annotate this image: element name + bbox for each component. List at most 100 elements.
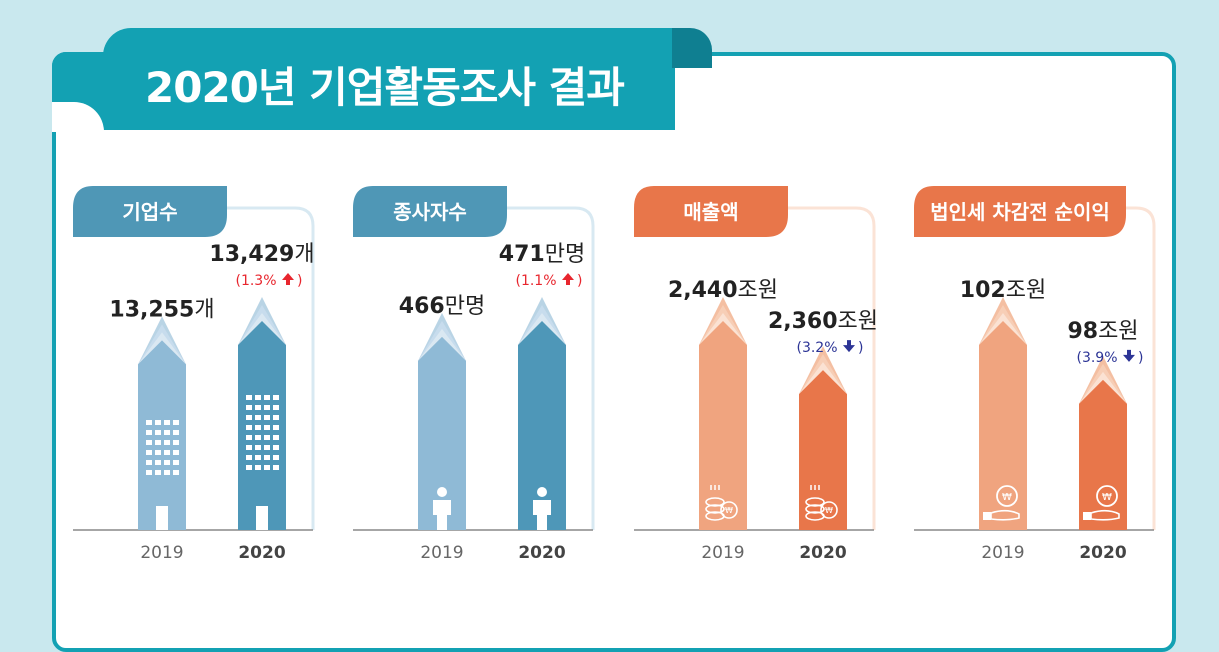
window-mark [155,460,161,465]
bar-group: 13,429개 (1.3%) 2020 [209,242,314,563]
value-number: 466 [399,294,445,319]
value-number: 2,360 [768,309,838,334]
won-sign: ₩ [1102,492,1112,503]
window-mark [164,450,170,455]
value-unit: 조원 [838,309,878,334]
window-mark [246,395,252,400]
bar [418,336,466,530]
panel-frame [784,206,876,530]
hand-cuff-mark [983,512,991,520]
window-mark [264,465,270,470]
window-mark [255,435,261,440]
x-tick-label: 2019 [140,543,183,563]
x-tick-label: 2020 [1079,543,1126,563]
panel-frame [503,206,595,530]
value-number: 471 [499,242,545,267]
coin-mark [820,501,838,519]
value-unit: 조원 [1006,278,1046,303]
panel-header-title: 종사자수 [393,200,467,224]
coin-hand-icon: ₩ [983,485,1020,521]
panel-header-title: 기업수 [122,200,177,224]
window-mark [273,445,279,450]
window-mark [264,425,270,430]
bar [518,321,566,530]
panel-header-tab [634,186,788,237]
coin-stack-mark [705,497,725,507]
bar-group: ₩102조원 2019 [960,278,1046,563]
window-mark [264,445,270,450]
window-mark [246,435,252,440]
bar [238,321,286,530]
arrow-up-icon [562,273,574,285]
value-number: 102 [960,278,1006,303]
value-unit: 개 [194,297,214,322]
bar-group: 13,255개 2019 [109,297,214,563]
building-icon [246,395,279,530]
title-tab [103,28,675,130]
bar [699,321,747,530]
window-mark [146,430,152,435]
panel-header-tab [353,186,507,237]
value-unit: 조원 [738,278,778,303]
person-icon [433,487,451,530]
person-icon [533,487,551,530]
window-mark [164,470,170,475]
window-mark [255,445,261,450]
coin-mark [996,485,1018,507]
person-body [533,500,551,530]
window-mark [264,455,270,460]
window-mark [246,455,252,460]
change-label: (1.1% [515,273,556,289]
value-number: 2,440 [668,278,738,303]
x-tick-label: 2020 [799,543,846,563]
window-mark [246,425,252,430]
window-mark [155,440,161,445]
panel-header-title: 매출액 [683,200,738,224]
window-mark [146,450,152,455]
change-label: (3.9% [1076,350,1117,366]
window-mark [273,425,279,430]
person-body [433,500,451,530]
coin-stack-mark [705,504,725,514]
window-mark [255,425,261,430]
bar-group: 466만명 2019 [399,294,485,563]
page-title: 2020년 기업활동조사 결과 [145,63,625,112]
window-mark [173,460,179,465]
value-unit: 개 [294,242,314,267]
bar-group: ₩98조원 (3.9%) 2020 [1067,319,1143,563]
coin-stack-mark [805,504,825,514]
window-mark [273,415,279,420]
window-mark [164,460,170,465]
window-mark [264,415,270,420]
coins-icon: ₩ [705,485,738,521]
value-label: 2,360조원 [768,309,878,334]
window-mark [155,470,161,475]
x-tick-label: 2019 [420,543,463,563]
panel-header-tab [914,186,1126,237]
bar [138,340,186,530]
window-mark [173,470,179,475]
charts-area: 기업수13,255개201913,429개(1.3%)2020종사자수466만명… [73,186,1156,563]
won-sign: ₩ [825,506,833,515]
value-unit: 만명 [545,242,585,267]
building-icon [146,420,179,530]
window-mark [273,465,279,470]
window-mark [246,415,252,420]
hand-cuff-mark [1083,512,1091,520]
arrow-down-icon [843,340,855,353]
window-mark [173,440,179,445]
window-mark [146,460,152,465]
window-mark [264,435,270,440]
door-mark [156,506,168,530]
panel-header-tab [73,186,227,237]
won-sign: ₩ [1002,492,1012,503]
change-paren: ) [858,340,863,356]
panel-frame [223,206,315,530]
hand-mark [990,509,1020,521]
window-mark [273,455,279,460]
window-mark [164,430,170,435]
value-unit: 조원 [1098,319,1138,344]
